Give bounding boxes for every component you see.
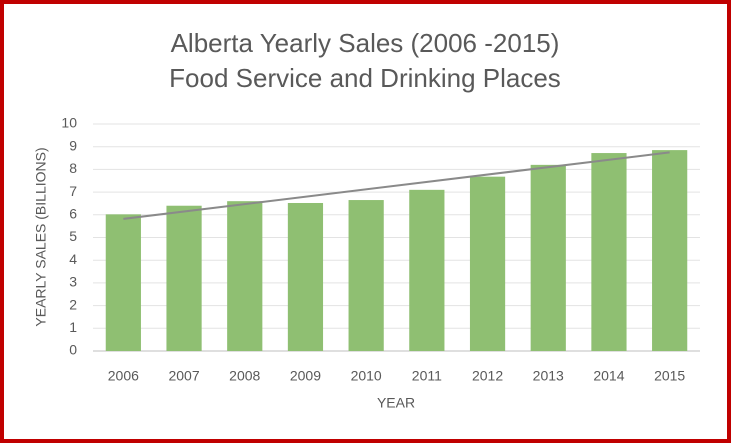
y-tick-label: 6 (69, 206, 77, 222)
y-tick-label: 8 (69, 160, 77, 176)
x-tick-label: 2014 (593, 368, 624, 384)
x-tick-label: 2013 (533, 368, 564, 384)
bar (227, 201, 263, 351)
bar (591, 153, 627, 351)
bar (105, 214, 141, 351)
chart-title: Alberta Yearly Sales (2006 -2015) (171, 28, 560, 58)
x-tick-label: 2006 (108, 368, 139, 384)
x-tick-label: 2012 (472, 368, 503, 384)
x-tick-label: 2008 (229, 368, 260, 384)
y-tick-label: 9 (69, 137, 77, 153)
trendline (123, 151, 670, 220)
bar (652, 150, 688, 351)
y-tick-label: 7 (69, 183, 77, 199)
bar (348, 200, 384, 351)
bar (409, 189, 445, 351)
y-tick-label: 0 (69, 342, 77, 358)
x-tick-label: 2007 (168, 368, 199, 384)
bar (530, 164, 566, 351)
y-axis-label: YEARLY SALES (BILLIONS) (33, 147, 49, 326)
y-tick-label: 4 (69, 251, 77, 267)
y-tick-label: 1 (69, 319, 77, 335)
x-axis-label: YEAR (377, 395, 415, 411)
bar (287, 202, 324, 351)
y-tick-label: 3 (69, 274, 77, 290)
x-tick-label: 2015 (654, 368, 685, 384)
y-tick-label: 10 (61, 115, 77, 131)
x-tick-label: 2009 (290, 368, 321, 384)
chart-subtitle: Food Service and Drinking Places (169, 63, 561, 93)
x-tick-label: 2011 (412, 368, 442, 384)
bar (166, 205, 202, 351)
x-tick-label: 2010 (351, 368, 382, 384)
y-tick-label: 5 (69, 228, 77, 244)
y-tick-label: 2 (69, 296, 77, 312)
bar (469, 176, 506, 351)
